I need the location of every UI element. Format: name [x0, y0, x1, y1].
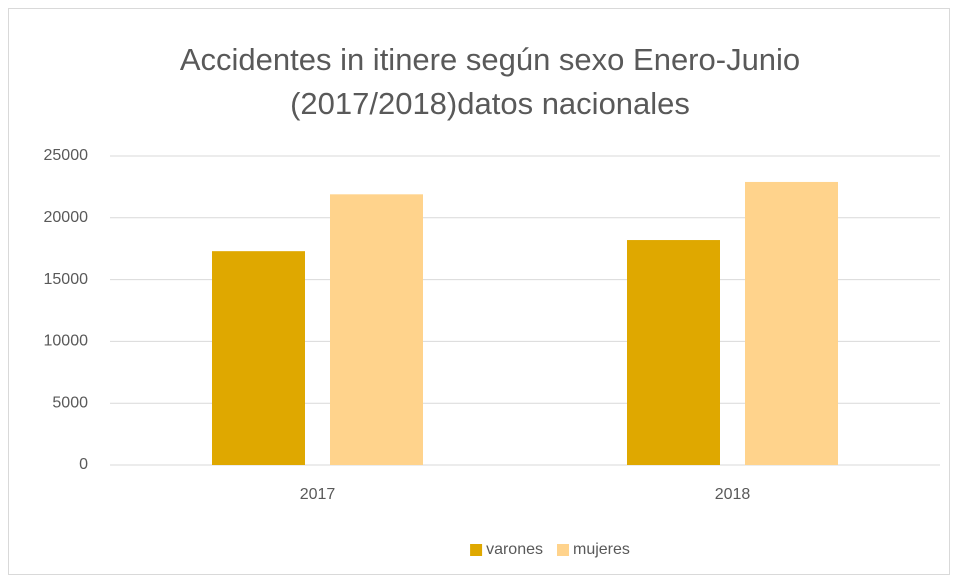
y-tick-label: 0 — [79, 456, 88, 473]
legend-label: mujeres — [573, 541, 630, 558]
x-tick-label: 2017 — [300, 486, 336, 503]
legend-label: varones — [486, 541, 543, 558]
y-tick-label: 15000 — [44, 271, 89, 288]
legend-swatch — [557, 544, 570, 556]
legend-swatch — [470, 544, 483, 556]
legend-item: mujeres — [557, 541, 630, 558]
bar — [745, 181, 838, 465]
bar — [627, 240, 720, 465]
legend-item: varones — [470, 541, 543, 558]
y-tick-label: 10000 — [44, 333, 89, 350]
bar — [212, 251, 305, 465]
y-tick-label: 20000 — [44, 209, 89, 226]
chart-title: Accidentes in itinere según sexo Enero-J… — [179, 42, 801, 121]
x-tick-label: 2018 — [715, 486, 751, 503]
bar — [330, 194, 423, 466]
y-tick-label: 25000 — [44, 147, 89, 164]
y-tick-label: 5000 — [52, 394, 88, 411]
